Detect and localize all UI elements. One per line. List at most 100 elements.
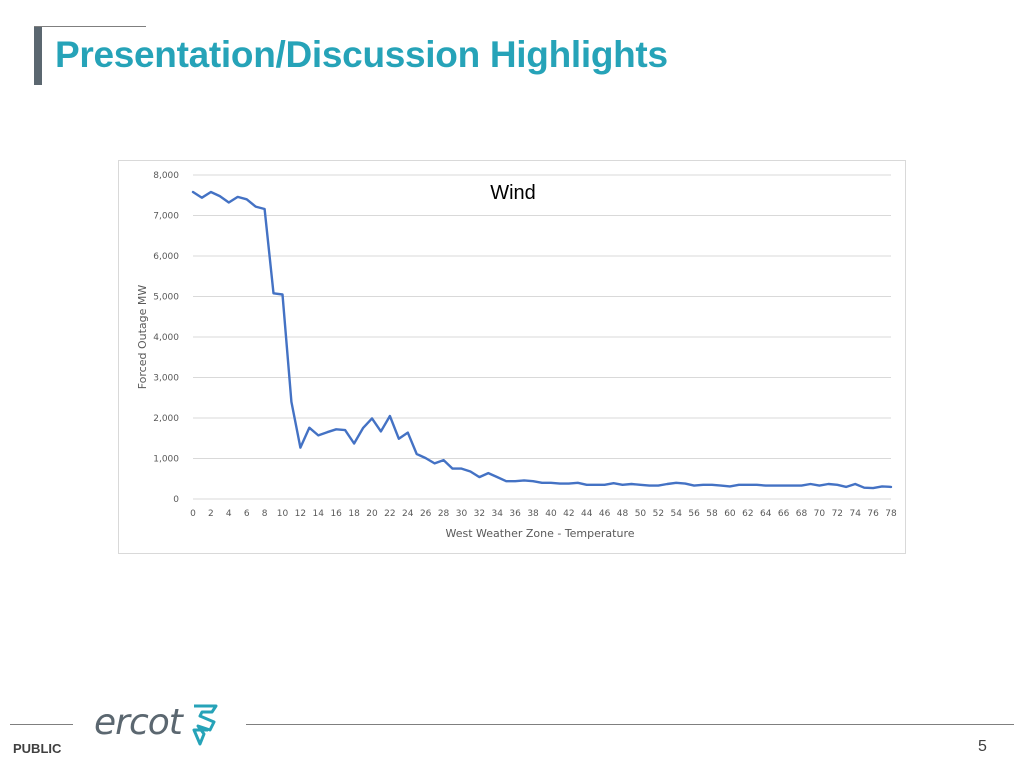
footer-public-label: PUBLIC <box>13 741 62 756</box>
x-tick-label: 68 <box>796 509 808 519</box>
page-number: 5 <box>978 738 987 755</box>
data-point <box>245 198 248 201</box>
y-tick-label: 8,000 <box>153 171 179 181</box>
x-tick-label: 32 <box>474 509 485 519</box>
y-tick-label: 2,000 <box>153 414 179 424</box>
data-point <box>478 476 481 478</box>
data-point <box>254 205 257 208</box>
y-tick-label: 6,000 <box>153 252 179 262</box>
data-point <box>693 484 695 487</box>
data-point <box>496 476 499 478</box>
data-point <box>398 437 400 440</box>
title-accent-bar <box>34 27 42 85</box>
data-point <box>890 486 892 488</box>
data-point <box>523 479 525 482</box>
ercot-logo-mark <box>192 704 218 746</box>
x-tick-label: 4 <box>226 509 232 519</box>
data-point <box>371 417 373 420</box>
grid-lines <box>193 174 891 500</box>
data-point <box>227 201 230 204</box>
data-point <box>764 484 767 487</box>
data-point <box>630 483 633 485</box>
data-point <box>747 484 749 486</box>
data-point <box>353 442 355 445</box>
footer-rule-left <box>10 724 73 725</box>
x-tick-label: 42 <box>563 509 574 519</box>
x-tick-label: 22 <box>384 509 395 519</box>
x-tick-label: 34 <box>492 509 504 519</box>
x-tick-label: 28 <box>438 509 450 519</box>
data-point <box>755 484 758 486</box>
x-tick-label: 62 <box>742 509 753 519</box>
x-tick-label: 10 <box>277 509 289 519</box>
data-point <box>720 484 722 487</box>
x-tick-label: 38 <box>527 509 539 519</box>
data-point <box>389 415 391 417</box>
data-point <box>451 467 454 470</box>
x-tick-label: 2 <box>208 509 214 519</box>
data-point <box>800 484 803 487</box>
data-point <box>881 485 883 488</box>
x-tick-label: 60 <box>724 509 736 519</box>
x-tick-label: 18 <box>348 509 360 519</box>
x-tick-label: 46 <box>599 509 611 519</box>
data-point <box>612 482 615 485</box>
x-tick-label: 30 <box>456 509 468 519</box>
title-top-rule <box>34 26 146 27</box>
data-point <box>442 459 445 461</box>
x-tick-label: 64 <box>760 509 772 519</box>
data-point <box>362 427 364 429</box>
x-tick-label: 78 <box>885 509 897 519</box>
data-point <box>854 483 857 485</box>
data-point <box>272 292 275 295</box>
data-point <box>639 484 642 486</box>
data-point <box>317 434 320 437</box>
data-point <box>621 484 624 486</box>
y-tick-label: 1,000 <box>153 455 179 465</box>
x-tick-label: 50 <box>635 509 647 519</box>
x-tick-label: 72 <box>832 509 843 519</box>
data-point <box>236 196 239 198</box>
x-tick-label: 70 <box>814 509 826 519</box>
x-tick-label: 76 <box>867 509 879 519</box>
x-tick-label: 0 <box>190 509 196 519</box>
data-point <box>568 482 570 485</box>
data-point <box>773 484 776 487</box>
data-point <box>603 484 606 486</box>
data-point <box>460 467 463 470</box>
data-point <box>845 486 848 488</box>
data-point <box>415 453 418 455</box>
x-tick-label: 36 <box>509 509 521 519</box>
y-tick-label: 0 <box>173 495 179 505</box>
x-tick-label: 56 <box>688 509 700 519</box>
data-point <box>559 482 561 485</box>
data-point <box>675 482 678 484</box>
line-chart-svg: 0 1,000 2,000 3,000 4,000 5,000 6,000 7,000 8,00… <box>136 171 897 540</box>
chart-title: Wind <box>490 182 536 204</box>
x-tick-label: 40 <box>545 509 557 519</box>
x-tick-label: 48 <box>617 509 629 519</box>
data-point <box>380 430 382 433</box>
x-tick-label: 52 <box>653 509 664 519</box>
data-point <box>550 482 552 484</box>
x-axis-label: West Weather Zone - Temperature <box>446 527 635 540</box>
ercot-logo-text: ercot <box>94 702 185 743</box>
data-point <box>290 401 293 403</box>
data-point <box>702 484 704 486</box>
y-tick-label: 5,000 <box>153 293 179 303</box>
data-points <box>192 191 892 489</box>
data-point <box>406 431 409 434</box>
data-point <box>424 457 427 459</box>
x-tick-label: 26 <box>420 509 432 519</box>
data-point <box>594 484 597 486</box>
data-point <box>326 431 329 433</box>
slide-title: Presentation/Discussion Highlights <box>55 34 668 75</box>
x-tick-label: 8 <box>262 509 268 519</box>
y-tick-labels: 0 1,000 2,000 3,000 4,000 5,000 6,000 7,000 8,00… <box>153 171 179 505</box>
data-point <box>818 484 821 487</box>
x-tick-label: 74 <box>849 509 861 519</box>
chart: 0 1,000 2,000 3,000 4,000 5,000 6,000 7,000 8,00… <box>118 160 906 554</box>
data-point <box>729 485 731 488</box>
x-tick-labels: 0 2 4 6 8 10 12 14 16 18 20 22 24 26 28 30 32 34 36 38 40 42 4… <box>190 509 897 519</box>
data-point <box>201 196 203 199</box>
